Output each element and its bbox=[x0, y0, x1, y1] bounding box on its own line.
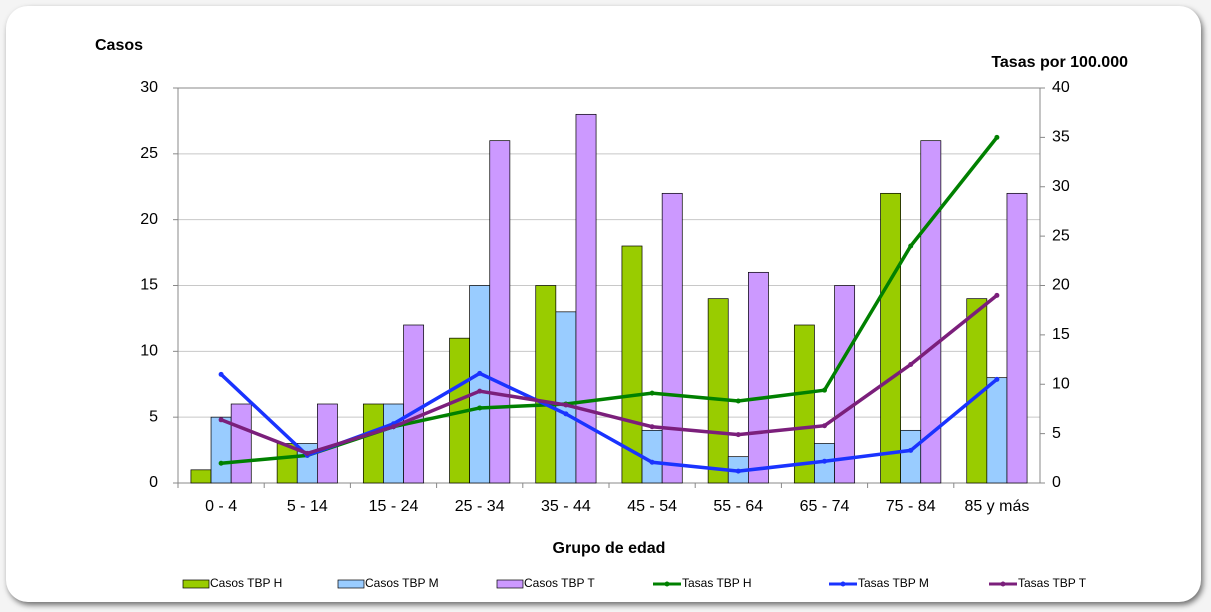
legend-label: Casos TBP T bbox=[524, 576, 595, 590]
legend-swatch bbox=[182, 579, 210, 589]
y-tick-label: 10 bbox=[140, 343, 158, 360]
x-tick-label: 25 - 34 bbox=[455, 498, 505, 515]
legend-label: Tasas TBP M bbox=[858, 576, 929, 590]
bar bbox=[469, 285, 491, 484]
x-tick-label: 15 - 24 bbox=[369, 498, 419, 515]
y-tick-label: 25 bbox=[140, 145, 158, 162]
bar bbox=[230, 403, 252, 484]
bar bbox=[661, 192, 683, 484]
line-marker bbox=[908, 362, 914, 367]
x-axis-title: Grupo de edad bbox=[553, 540, 666, 557]
bar bbox=[535, 285, 557, 484]
legend-swatch bbox=[337, 579, 365, 589]
legend-label: Tasas TBP H bbox=[682, 576, 752, 590]
line bbox=[220, 294, 998, 456]
y2-tick-label: 10 bbox=[1052, 375, 1070, 392]
y-tick-label: 15 bbox=[140, 277, 158, 294]
y2-tick-label: 0 bbox=[1052, 474, 1061, 491]
bar bbox=[834, 285, 856, 484]
legend-marker bbox=[1000, 581, 1006, 587]
line-marker bbox=[649, 459, 655, 465]
line-marker bbox=[994, 292, 1000, 298]
y2-tick-label: 25 bbox=[1052, 227, 1070, 244]
bar bbox=[986, 377, 1008, 484]
y-axis-title: Casos bbox=[95, 37, 143, 54]
bar bbox=[748, 271, 769, 484]
bar bbox=[793, 324, 815, 484]
bar bbox=[900, 429, 922, 484]
x-tick-label: 65 - 74 bbox=[800, 498, 850, 515]
line-marker bbox=[477, 388, 483, 394]
line-marker bbox=[218, 371, 224, 377]
bar bbox=[190, 469, 212, 484]
y2-tick-label: 35 bbox=[1052, 129, 1070, 146]
x-tick-label: 55 - 64 bbox=[713, 498, 763, 515]
line-marker bbox=[908, 447, 914, 453]
line-marker bbox=[649, 390, 655, 396]
bar bbox=[362, 403, 384, 484]
line-marker bbox=[477, 405, 483, 411]
legend-marker bbox=[664, 581, 670, 587]
y-tick-label: 0 bbox=[149, 474, 158, 491]
y2-tick-label: 20 bbox=[1052, 277, 1070, 294]
y2-tick-label: 40 bbox=[1052, 79, 1070, 96]
line-marker bbox=[822, 423, 827, 429]
legend-label: Casos TBP H bbox=[210, 576, 282, 590]
chart-panel bbox=[6, 6, 1201, 602]
x-tick-label: 0 - 4 bbox=[205, 498, 237, 515]
y2-axis-title: Tasas por 100.000 bbox=[991, 54, 1128, 71]
bar bbox=[1006, 192, 1028, 484]
line-marker bbox=[218, 417, 224, 423]
y2-tick-label: 5 bbox=[1052, 425, 1061, 442]
y-tick-label: 20 bbox=[140, 211, 158, 228]
line-marker bbox=[477, 370, 483, 376]
line-marker bbox=[822, 387, 827, 393]
line-marker bbox=[218, 460, 224, 466]
line-marker bbox=[563, 402, 569, 408]
bar bbox=[555, 311, 577, 484]
y-tick-label: 30 bbox=[140, 79, 158, 96]
legend-label: Casos TBP M bbox=[365, 576, 439, 590]
line-marker bbox=[735, 468, 741, 474]
bar bbox=[383, 403, 404, 484]
legend-swatch bbox=[496, 579, 524, 589]
line-marker bbox=[822, 458, 827, 464]
y2-tick-label: 30 bbox=[1052, 178, 1070, 195]
line-marker bbox=[994, 134, 1000, 140]
legend-marker bbox=[840, 581, 846, 587]
line-marker bbox=[563, 411, 569, 417]
legend-label: Tasas TBP T bbox=[1018, 576, 1087, 590]
line-marker bbox=[391, 424, 396, 430]
bar bbox=[707, 298, 729, 484]
x-tick-label: 35 - 44 bbox=[541, 498, 591, 515]
bar bbox=[575, 113, 597, 484]
line-marker bbox=[735, 432, 741, 438]
bar bbox=[489, 140, 511, 484]
y2-tick-label: 15 bbox=[1052, 326, 1070, 343]
x-tick-label: 85 y más bbox=[964, 498, 1029, 515]
line-marker bbox=[735, 398, 741, 404]
line-marker bbox=[994, 376, 1000, 382]
bar bbox=[403, 324, 425, 484]
y-tick-label: 5 bbox=[149, 408, 158, 425]
bar bbox=[880, 192, 901, 484]
line-marker bbox=[304, 450, 310, 456]
bar bbox=[210, 416, 232, 484]
x-tick-label: 75 - 84 bbox=[886, 498, 936, 515]
line-marker bbox=[908, 243, 914, 249]
x-tick-label: 45 - 54 bbox=[627, 498, 677, 515]
x-tick-label: 5 - 14 bbox=[287, 498, 328, 515]
line-marker bbox=[649, 424, 655, 430]
